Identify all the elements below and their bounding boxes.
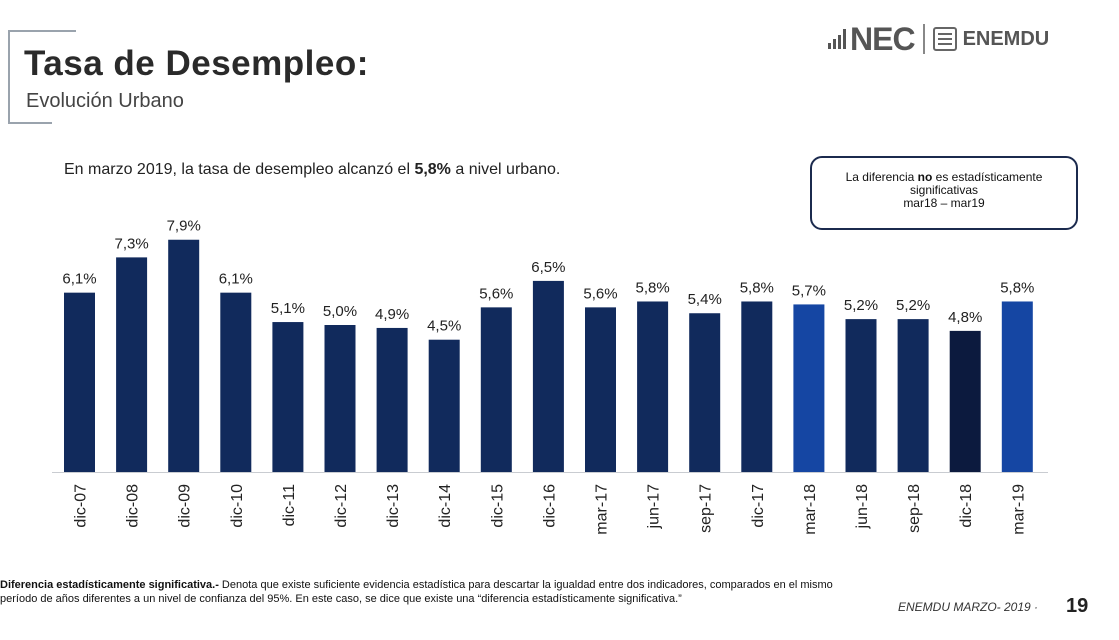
x-tick-dic-17: dic-17 xyxy=(750,484,767,528)
x-tick-dic-14: dic-14 xyxy=(437,484,454,528)
value-label-jun-18: 5,2% xyxy=(844,297,878,314)
x-tick-mar-19: mar-19 xyxy=(1010,484,1027,535)
value-label-dic-13: 4,9% xyxy=(375,306,409,323)
value-label-dic-10: 6,1% xyxy=(219,271,253,288)
x-tick-dic-08: dic-08 xyxy=(125,484,142,528)
x-tick-dic-10: dic-10 xyxy=(229,484,246,528)
bar-dic-11 xyxy=(272,322,304,472)
value-label-sep-17: 5,4% xyxy=(688,291,722,308)
bar-dic-15 xyxy=(480,307,512,472)
value-label-dic-09: 7,9% xyxy=(167,218,201,235)
page-number: 19 xyxy=(1066,595,1089,617)
bar-dic-10 xyxy=(220,292,252,472)
bar-dic-13 xyxy=(376,327,408,472)
bar-dic-12 xyxy=(324,325,356,472)
value-label-dic-16: 6,5% xyxy=(531,259,565,276)
book-icon xyxy=(932,27,957,51)
x-tick-mar-17: mar-17 xyxy=(594,484,611,535)
x-tick-jun-18: jun-18 xyxy=(854,484,871,530)
bar-sep-17 xyxy=(689,313,721,472)
value-label-dic-12: 5,0% xyxy=(323,303,357,320)
footer-label: ENEMDU MARZO- 2019 · xyxy=(898,600,1039,614)
bar-dic-14 xyxy=(428,339,460,472)
value-label-dic-18: 4,8% xyxy=(948,309,982,326)
significance-note-box: La diferencia no es estadísticamente sig… xyxy=(810,156,1078,230)
value-label-dic-15: 5,6% xyxy=(479,285,513,302)
value-label-dic-17: 5,8% xyxy=(740,279,774,296)
x-tick-mar-18: mar-18 xyxy=(802,484,819,535)
title-frame xyxy=(8,30,10,124)
x-tick-dic-09: dic-09 xyxy=(177,484,194,528)
bar-dic-16 xyxy=(532,280,564,472)
bar-jun-17 xyxy=(637,301,669,472)
bar-dic-18 xyxy=(949,330,981,472)
inec-logo: NEC ENEMDU xyxy=(828,20,1050,57)
bar-dic-07 xyxy=(64,292,95,472)
value-label-dic-11: 5,1% xyxy=(271,300,305,317)
value-label-dic-07: 6,1% xyxy=(62,271,96,288)
bar-dic-17 xyxy=(741,301,773,472)
value-label-mar-19: 5,8% xyxy=(1000,279,1034,296)
x-tick-dic-18: dic-18 xyxy=(958,484,975,528)
footnote: Diferencia estadísticamente significativ… xyxy=(0,579,833,605)
bar-dic-09 xyxy=(168,239,200,472)
unemployment-bar-chart: 6,1% dic-07 7,3% dic-08 7,9% dic-09 6,1% dic-10… xyxy=(52,218,1048,535)
value-label-dic-08: 7,3% xyxy=(114,235,148,252)
value-label-mar-17: 5,6% xyxy=(583,285,617,302)
title-frame-bottom xyxy=(8,122,52,124)
x-tick-dic-13: dic-13 xyxy=(385,484,402,528)
bar-sep-18 xyxy=(897,319,929,472)
x-tick-dic-12: dic-12 xyxy=(333,484,350,528)
x-tick-sep-18: sep-18 xyxy=(906,484,923,533)
x-tick-dic-16: dic-16 xyxy=(541,484,558,528)
bar-dic-08 xyxy=(116,257,148,472)
x-tick-dic-07: dic-07 xyxy=(73,484,90,528)
value-label-sep-18: 5,2% xyxy=(896,297,930,314)
x-tick-sep-17: sep-17 xyxy=(698,484,715,533)
page-subtitle: Evolución Urbano xyxy=(26,90,184,112)
signal-bars-icon xyxy=(828,29,846,49)
page-title: Tasa de Desempleo: xyxy=(24,44,369,83)
bar-mar-19 xyxy=(1001,301,1033,472)
logo-sub-text: ENEMDU xyxy=(962,27,1050,50)
x-tick-dic-11: dic-11 xyxy=(281,484,298,526)
title-frame-top xyxy=(8,30,76,32)
bar-mar-17 xyxy=(585,307,616,472)
bar-jun-18 xyxy=(845,319,877,472)
logo-main-text: NEC xyxy=(850,20,916,57)
bar-mar-18 xyxy=(793,304,825,472)
logo-divider xyxy=(922,24,925,54)
value-label-dic-14: 4,5% xyxy=(427,318,461,335)
value-label-mar-18: 5,7% xyxy=(792,282,826,299)
value-label-jun-17: 5,8% xyxy=(635,279,669,296)
x-tick-dic-15: dic-15 xyxy=(489,484,506,528)
chart-headline: En marzo 2019, la tasa de desempleo alca… xyxy=(64,161,561,178)
x-tick-jun-17: jun-17 xyxy=(646,484,663,530)
